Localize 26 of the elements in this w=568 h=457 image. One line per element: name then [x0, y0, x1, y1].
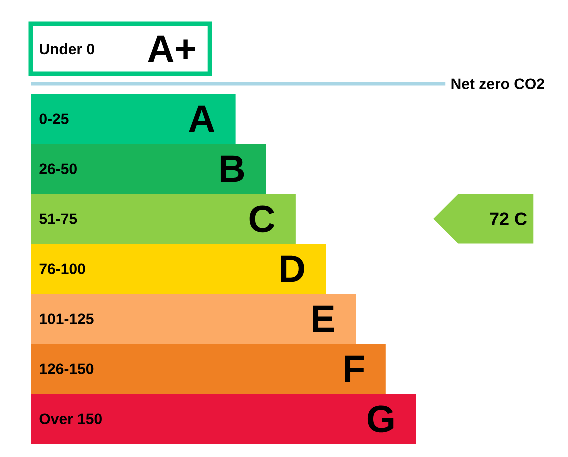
bar: [31, 82, 446, 86]
y-tick-label: 0-25: [40, 114, 69, 124]
y-tick-label: 126-150: [40, 364, 94, 374]
bar: [31, 344, 386, 394]
y-tick-label: 26-50: [40, 164, 77, 174]
y-tick-label: Under 0: [40, 44, 94, 55]
annotation: D: [281, 256, 304, 282]
bar: [31, 244, 326, 294]
series-label: Net zero CO2: [452, 78, 544, 90]
annotation: E: [313, 306, 334, 332]
bar: [31, 394, 416, 444]
annotation: B: [220, 156, 244, 182]
y-tick-label: 101-125: [40, 314, 94, 324]
annotation: A+: [148, 36, 196, 62]
bar: [31, 194, 296, 244]
y-tick-label: 76-100: [40, 264, 86, 274]
y-tick-label: 51-75: [40, 214, 78, 224]
text: 72 C: [490, 212, 527, 226]
annotation: A: [189, 106, 215, 132]
annotation: F: [345, 356, 364, 382]
annotation: C: [250, 206, 275, 233]
bar: [31, 94, 236, 144]
bar: [31, 294, 356, 344]
annotation: G: [368, 406, 394, 433]
bar: [31, 144, 266, 194]
y-tick-label: Over 150: [40, 414, 102, 424]
